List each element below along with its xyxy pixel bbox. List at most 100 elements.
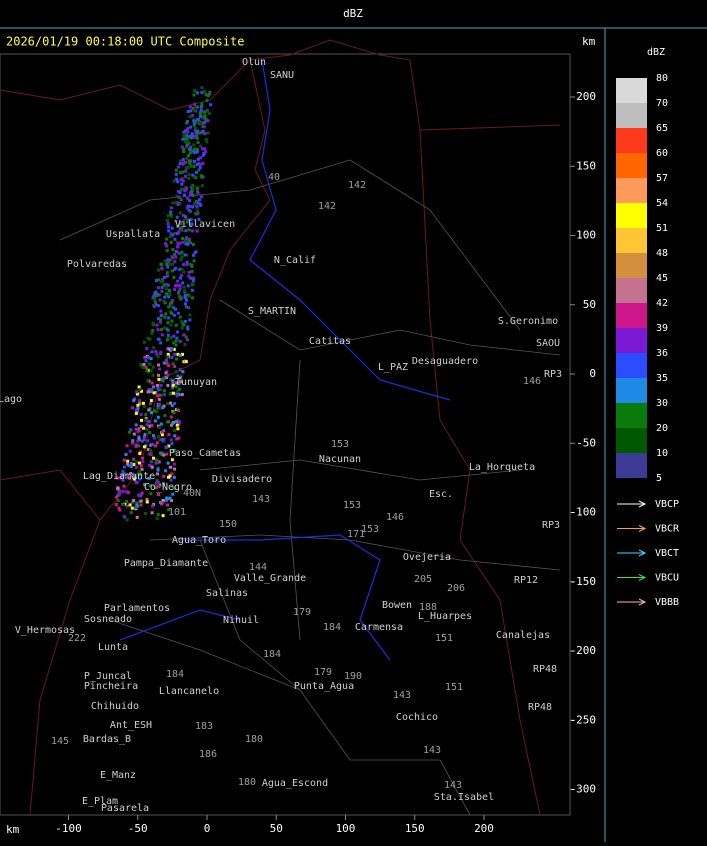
place-label: S.Geronimo	[498, 316, 558, 327]
x-tick-label: 150	[405, 822, 425, 835]
place-label: Llancanelo	[159, 686, 219, 697]
colorbar-label: 51	[656, 223, 668, 234]
colorbar-cell	[616, 328, 647, 353]
route-number: 153	[343, 500, 361, 511]
place-label: RP48	[528, 702, 552, 713]
colorbar-label: 20	[656, 423, 668, 434]
roads	[59, 159, 561, 816]
route-number: 40	[268, 172, 280, 183]
place-label: Lunta	[98, 642, 128, 653]
place-label: Agua_Escond	[262, 778, 328, 789]
route-number: 151	[445, 682, 463, 693]
colorbar-cell	[616, 78, 647, 103]
place-label: Chihuido	[91, 701, 139, 712]
legend-arrow-head	[638, 549, 647, 557]
x-tick-label: 0	[204, 822, 211, 835]
place-label: Nacunan	[319, 454, 361, 465]
colorbar-cell	[616, 453, 647, 478]
plot-frame	[0, 53, 571, 816]
header-title: dBZ	[343, 7, 363, 20]
legend-arrow-head	[638, 574, 647, 581]
place-label: Olun	[242, 57, 266, 68]
route-number: 153	[331, 439, 349, 450]
y-tick-label: -250	[570, 713, 597, 726]
y-tick-label: -50	[576, 436, 596, 449]
route-number: 222	[68, 633, 86, 644]
route-number: 171	[347, 529, 365, 540]
colorbar-label: 42	[656, 298, 668, 309]
place-label: Desaguadero	[412, 356, 478, 367]
colorbar-label: 80	[656, 73, 668, 84]
route-number: 101	[168, 507, 186, 518]
colorbar-cell	[616, 103, 647, 128]
colorbar-label: 65	[656, 123, 668, 134]
colorbar-cell	[616, 378, 647, 403]
route-number: 153	[361, 524, 379, 535]
rivers	[119, 59, 451, 661]
place-label: Pasarela	[101, 803, 149, 814]
place-label: Bowen	[382, 600, 412, 611]
route-number: 143	[252, 494, 270, 505]
y-tick-label: 150	[576, 159, 596, 172]
route-number: 184	[166, 669, 184, 680]
place-label: Sta.Isabel	[434, 792, 494, 803]
place-label: RP3	[544, 369, 562, 380]
x-tick-label: 50	[270, 822, 283, 835]
place-label: SANU	[270, 70, 294, 81]
place-label: Ant_ESH	[110, 720, 152, 731]
colorbar-cell	[616, 278, 647, 303]
axis-unit: km	[582, 35, 596, 48]
colorbar-label: 35	[656, 373, 668, 384]
place-label: Villavicen	[175, 219, 235, 230]
legend-label: VBCR	[655, 524, 680, 535]
colorbar-title: dBZ	[647, 47, 665, 58]
colorbar-cell	[616, 403, 647, 428]
route-number: 146	[523, 376, 541, 387]
legend-label: VBCT	[655, 548, 679, 559]
colorbar-label: 70	[656, 98, 668, 109]
place-label: RP12	[514, 575, 538, 586]
colorbar-label: 54	[656, 198, 668, 209]
place-label: Salinas	[206, 588, 248, 599]
axis-unit: km	[6, 823, 20, 836]
x-tick-label: 200	[474, 822, 494, 835]
place-label: Cochico	[396, 712, 438, 723]
place-label: Lag_Diamante	[83, 471, 155, 482]
colorbar-cell	[616, 428, 647, 453]
colorbar-label: 60	[656, 148, 668, 159]
route-number: 184	[323, 622, 341, 633]
y-tick-label: -100	[570, 506, 597, 519]
colorbar-cell	[616, 203, 647, 228]
legend-label: VBCP	[655, 499, 679, 510]
legend-arrow-head	[638, 525, 647, 532]
place-label: Catitas	[309, 336, 351, 347]
place-label: Agua_Toro	[172, 535, 226, 546]
colorbar-cell	[616, 128, 647, 153]
place-label: S_MARTIN	[248, 306, 296, 317]
colorbar-cell	[616, 228, 647, 253]
route-number: 205	[414, 574, 432, 585]
y-tick-label: 0	[589, 367, 596, 380]
place-label: L_PAZ	[378, 362, 408, 373]
colorbar-label: 10	[656, 448, 668, 459]
colorbar-label: 48	[656, 248, 668, 259]
x-tick-label: 100	[336, 822, 356, 835]
colorbar-label: 30	[656, 398, 668, 409]
radar-echoes	[114, 86, 213, 522]
route-number: 143	[423, 745, 441, 756]
route-number: 179	[293, 607, 311, 618]
colorbar-cell	[616, 253, 647, 278]
colorbar-label: 36	[656, 348, 668, 359]
route-number: 206	[447, 583, 465, 594]
map-title: 2026/01/19 00:18:00 UTC Composite	[6, 35, 244, 49]
colorbar-cell	[616, 178, 647, 203]
route-number: 180	[245, 734, 263, 745]
route-number: 143	[444, 780, 462, 791]
colorbar-cell	[616, 153, 647, 178]
route-number: 186	[199, 749, 217, 760]
colorbar-label: 39	[656, 323, 668, 334]
place-label: Ovejeria	[403, 552, 451, 563]
place-label: Carmensa	[355, 622, 403, 633]
route-number: 180	[238, 777, 256, 788]
